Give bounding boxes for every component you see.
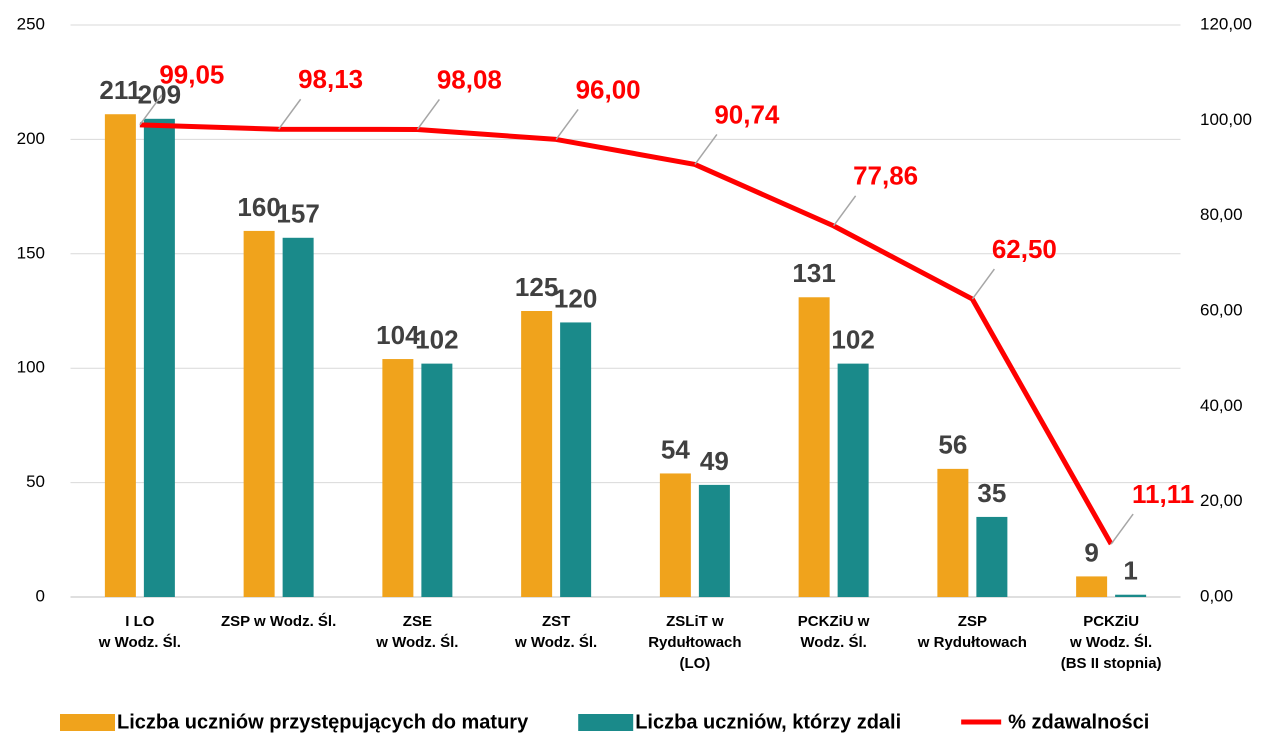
x-tick-line: PCKZiU w xyxy=(798,613,870,630)
bar xyxy=(243,230,275,598)
x-tick-line: w Wodz. Śl. xyxy=(1069,633,1152,651)
x-tick-label: I LO w Wodz. Śl. xyxy=(98,613,181,651)
x-tick-label: ZSP w Rydułtowach xyxy=(917,613,1027,651)
x-tick-line: ZSP xyxy=(958,613,987,630)
leader-line xyxy=(416,99,440,130)
y-tick-label: 200 xyxy=(17,129,45,148)
x-tick-line: ZST xyxy=(542,613,570,630)
bar-value-label: 120 xyxy=(554,283,597,313)
y-tick-label: 100 xyxy=(17,358,45,377)
bar-value-label: 9 xyxy=(1084,537,1098,567)
y2-tick-label: 60,00 xyxy=(1200,300,1243,319)
bar-value-label: 131 xyxy=(792,258,835,288)
y-tick-label: 150 xyxy=(17,243,45,262)
leader-line xyxy=(833,195,857,227)
legend-swatch xyxy=(60,714,115,731)
legend-swatch xyxy=(578,714,634,731)
bar xyxy=(1115,594,1147,597)
leader-line xyxy=(694,134,718,165)
bar-value-label: 209 xyxy=(138,80,181,110)
bar-value-label: 104 xyxy=(376,320,420,350)
x-tick-line: ZSLiT w xyxy=(666,613,724,630)
x-tick-label: ZSLiT w Rydułtowach (LO) xyxy=(648,613,741,672)
y2-tick-label: 120,00 xyxy=(1200,14,1252,33)
x-tick-line: PCKZiU xyxy=(1083,613,1139,630)
y-tick-label: 0 xyxy=(36,586,45,605)
x-tick-label: PCKZiU w Wodz. Śl. (BS II stopnia) xyxy=(1061,613,1162,672)
leader-line xyxy=(555,108,579,140)
x-tick-line: (LO) xyxy=(679,655,710,672)
x-tick-line: w Wodz. Śl. xyxy=(514,633,597,651)
bar-value-label: 49 xyxy=(700,446,729,476)
leader-line xyxy=(1110,513,1134,545)
line-value-label: 96,00 xyxy=(576,74,641,104)
bar xyxy=(382,359,414,597)
bar-value-label: 56 xyxy=(938,430,967,460)
y2-tick-label: 80,00 xyxy=(1200,205,1243,224)
line xyxy=(139,122,1114,546)
bar-value-label: 160 xyxy=(237,192,280,222)
bar xyxy=(698,484,730,597)
y2-tick-label: 0,00 xyxy=(1200,586,1233,605)
bar xyxy=(104,114,136,598)
y-tick-label: 50 xyxy=(26,472,45,491)
x-tick-line: ZSE xyxy=(403,613,432,630)
line-value-label: 98,08 xyxy=(437,64,502,94)
bar-value-label: 102 xyxy=(415,324,458,354)
line-value-label: 11,11 xyxy=(1132,479,1194,509)
x-tick-label: ZSE w Wodz. Śl. xyxy=(375,613,458,651)
bar xyxy=(421,363,453,597)
bar xyxy=(937,468,969,597)
y2-tick-label: 100,00 xyxy=(1200,110,1252,129)
x-tick-line: Rydułtowach xyxy=(648,634,741,651)
line-value-label: 77,86 xyxy=(853,161,918,191)
x-tick-label: ZST w Wodz. Śl. xyxy=(514,613,597,651)
x-tick-line: Wodz. Śl. xyxy=(800,633,866,651)
bar-value-label: 102 xyxy=(831,324,874,354)
y-tick-label: 250 xyxy=(17,14,45,33)
bar xyxy=(560,322,592,597)
line-value-label: 62,50 xyxy=(992,234,1057,264)
y2-tick-label: 20,00 xyxy=(1200,491,1243,510)
bar xyxy=(659,473,691,597)
bar-value-label: 157 xyxy=(276,199,319,229)
bar xyxy=(1076,576,1108,597)
x-tick-label: PCKZiU w Wodz. Śl. xyxy=(798,613,870,651)
leader-line xyxy=(139,94,163,126)
bar xyxy=(798,297,830,597)
x-tick-label: ZSP w Wodz. Śl. xyxy=(221,612,336,630)
x-tick-line: w Rydułtowach xyxy=(917,634,1027,651)
x-tick-line: I LO xyxy=(125,613,154,630)
line-value-label: 98,13 xyxy=(298,64,363,94)
x-tick-line: w Wodz. Śl. xyxy=(375,633,458,651)
bar xyxy=(521,311,553,597)
line-value-label: 99,05 xyxy=(159,60,224,90)
leader-line xyxy=(971,268,995,300)
x-tick-line: (BS II stopnia) xyxy=(1061,655,1162,672)
legend-label: Liczba uczniów przystępujących do matury xyxy=(117,711,529,733)
bar xyxy=(976,516,1008,597)
legend-label: % zdawalności xyxy=(1008,711,1149,733)
line-value-label: 90,74 xyxy=(714,99,780,129)
bar-value-label: 125 xyxy=(515,272,558,302)
bar-value-label: 211 xyxy=(99,75,141,105)
y2-tick-label: 40,00 xyxy=(1200,396,1243,415)
bar-value-label: 1 xyxy=(1123,556,1137,586)
bar-value-label: 35 xyxy=(977,478,1006,508)
x-tick-line: ZSP w Wodz. Śl. xyxy=(221,612,336,630)
x-tick-line: w Wodz. Śl. xyxy=(98,633,181,651)
bar xyxy=(282,237,314,597)
leader-line xyxy=(278,98,302,130)
legend-label: Liczba uczniów, którzy zdali xyxy=(635,711,901,733)
bar-value-label: 54 xyxy=(661,434,690,464)
bar xyxy=(143,118,175,598)
bar xyxy=(837,363,869,597)
